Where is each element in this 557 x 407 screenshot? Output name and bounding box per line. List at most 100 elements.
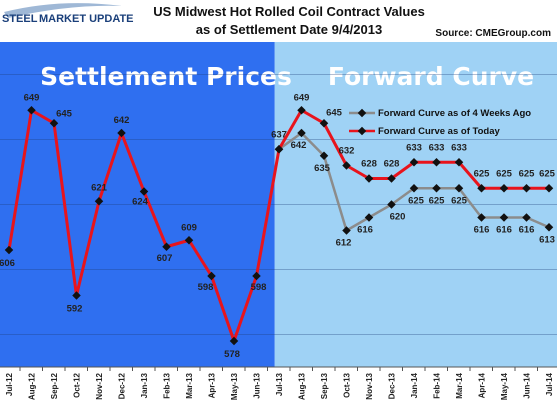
- point-prior: [297, 128, 306, 138]
- point-today: [319, 119, 329, 128]
- data-label-today: 606: [0, 258, 15, 269]
- x-tick-label: Nov-12: [95, 372, 104, 399]
- data-label-prior: 612: [336, 238, 352, 249]
- point-today: [387, 174, 396, 183]
- x-tick-label: Aug-12: [28, 372, 37, 400]
- point-today: [139, 187, 149, 196]
- x-tick-label: Jun-14: [523, 372, 532, 398]
- data-label-today: 624: [132, 197, 149, 208]
- data-label-today: 625: [474, 168, 491, 179]
- point-prior: [477, 213, 486, 222]
- point-today: [499, 184, 509, 193]
- data-label-today: 609: [181, 222, 197, 233]
- data-label-prior: 613: [539, 234, 555, 245]
- data-label-today: 642: [114, 115, 130, 126]
- x-tick-label: Nov-13: [365, 372, 374, 399]
- data-label-today: 633: [451, 142, 467, 153]
- x-tick-label: Apr-14: [478, 372, 487, 398]
- x-tick-label: Sep-13: [320, 372, 329, 399]
- data-label-today: 578: [224, 349, 240, 360]
- x-tick-label: May-14: [500, 372, 509, 400]
- section-forward-curve: Forward Curve: [328, 62, 534, 91]
- data-label-prior: 635: [314, 163, 331, 174]
- x-tick-label: Apr-13: [208, 372, 217, 398]
- data-label-today: 645: [326, 107, 343, 118]
- x-tick-label: Oct-13: [343, 372, 352, 397]
- data-label-prior: 616: [474, 225, 490, 236]
- point-today: [49, 119, 59, 128]
- point-prior: [319, 151, 329, 160]
- data-label-today: 632: [339, 146, 355, 157]
- point-prior: [454, 184, 464, 193]
- point-today: [342, 161, 351, 170]
- x-tick-label: Jan-13: [140, 372, 149, 398]
- data-label-today: 649: [24, 92, 40, 103]
- legend-marker-prior: [357, 108, 367, 118]
- x-tick-label: May-13: [230, 372, 239, 400]
- data-labels: 606 649 645 592 621 642 624 607 609 598 578 598 637 6…: [0, 92, 556, 360]
- point-prior: [499, 213, 509, 222]
- x-tick-label: Dec-13: [388, 372, 397, 399]
- point-prior: [387, 200, 396, 209]
- data-label-today: 645: [56, 108, 73, 119]
- data-label-today: 633: [429, 142, 445, 153]
- chart-title: US Midwest Hot Rolled Coil Contract Valu…: [153, 4, 425, 19]
- point-prior: [409, 184, 419, 193]
- x-tick-label: Mar-14: [455, 372, 464, 398]
- point-today: [207, 271, 216, 281]
- data-label-today: 598: [251, 282, 267, 293]
- point-today: [274, 145, 284, 154]
- x-tick-label: Mar-13: [185, 372, 194, 398]
- data-label-today: 637: [271, 129, 287, 140]
- data-label-today: 592: [67, 304, 83, 315]
- data-label-today: 625: [519, 168, 536, 179]
- data-label-prior: 625: [451, 195, 468, 206]
- x-tick-label: Dec-12: [118, 372, 127, 399]
- x-tick-label: Jul-14: [545, 372, 554, 396]
- point-prior: [342, 226, 351, 235]
- point-today: [454, 158, 464, 167]
- x-tick-labels: Jul-12 Aug-12 Sep-12 Oct-12 Nov-12 Dec-12 Jan-…: [5, 367, 554, 400]
- x-tick-label: Jun-13: [253, 372, 262, 398]
- point-today: [162, 242, 171, 251]
- data-label-today: 607: [157, 253, 173, 264]
- point-today: [477, 184, 486, 193]
- x-tick-label: Sep-12: [50, 372, 59, 399]
- source-note: Source: CMEGroup.com: [435, 28, 551, 39]
- section-settlement-prices: Settlement Prices: [40, 62, 292, 91]
- data-label-today: 625: [539, 168, 556, 179]
- data-label-prior: 642: [291, 140, 307, 151]
- data-label-today: 628: [384, 159, 400, 170]
- point-today: [409, 158, 419, 167]
- legend-marker-today: [357, 126, 367, 136]
- gridlines: [0, 74, 557, 335]
- point-today: [252, 271, 261, 281]
- data-label-prior: 620: [390, 212, 406, 223]
- chart-subtitle: as of Settlement Date 9/4/2013: [196, 22, 382, 37]
- x-tick-label: Jul-13: [275, 372, 284, 396]
- point-today: [72, 291, 81, 300]
- x-tick-label: Feb-14: [433, 372, 442, 398]
- data-label-prior: 616: [357, 225, 373, 236]
- point-today: [184, 236, 194, 245]
- point-prior: [364, 213, 374, 222]
- data-label-prior: 625: [408, 195, 425, 206]
- x-tick-label: Jan-14: [410, 372, 419, 398]
- point-today: [94, 197, 104, 206]
- x-tick-label: Aug-13: [298, 372, 307, 400]
- point-prior: [432, 184, 441, 193]
- data-label-today: 628: [361, 159, 377, 170]
- point-today: [364, 174, 374, 183]
- logo-word-steel: STEEL: [2, 13, 38, 25]
- forward-background: [274, 42, 557, 367]
- data-label-today: 625: [496, 168, 513, 179]
- data-label-prior: 625: [429, 195, 446, 206]
- x-tick-label: Oct-12: [73, 372, 82, 397]
- data-label-today: 633: [406, 142, 422, 153]
- x-tick-label: Feb-13: [163, 372, 172, 398]
- logo: STEEL MARKET UPDATE: [2, 3, 134, 25]
- point-today: [297, 106, 306, 115]
- legend-label-prior: Forward Curve as of 4 Weeks Ago: [378, 108, 531, 119]
- series: [4, 106, 554, 346]
